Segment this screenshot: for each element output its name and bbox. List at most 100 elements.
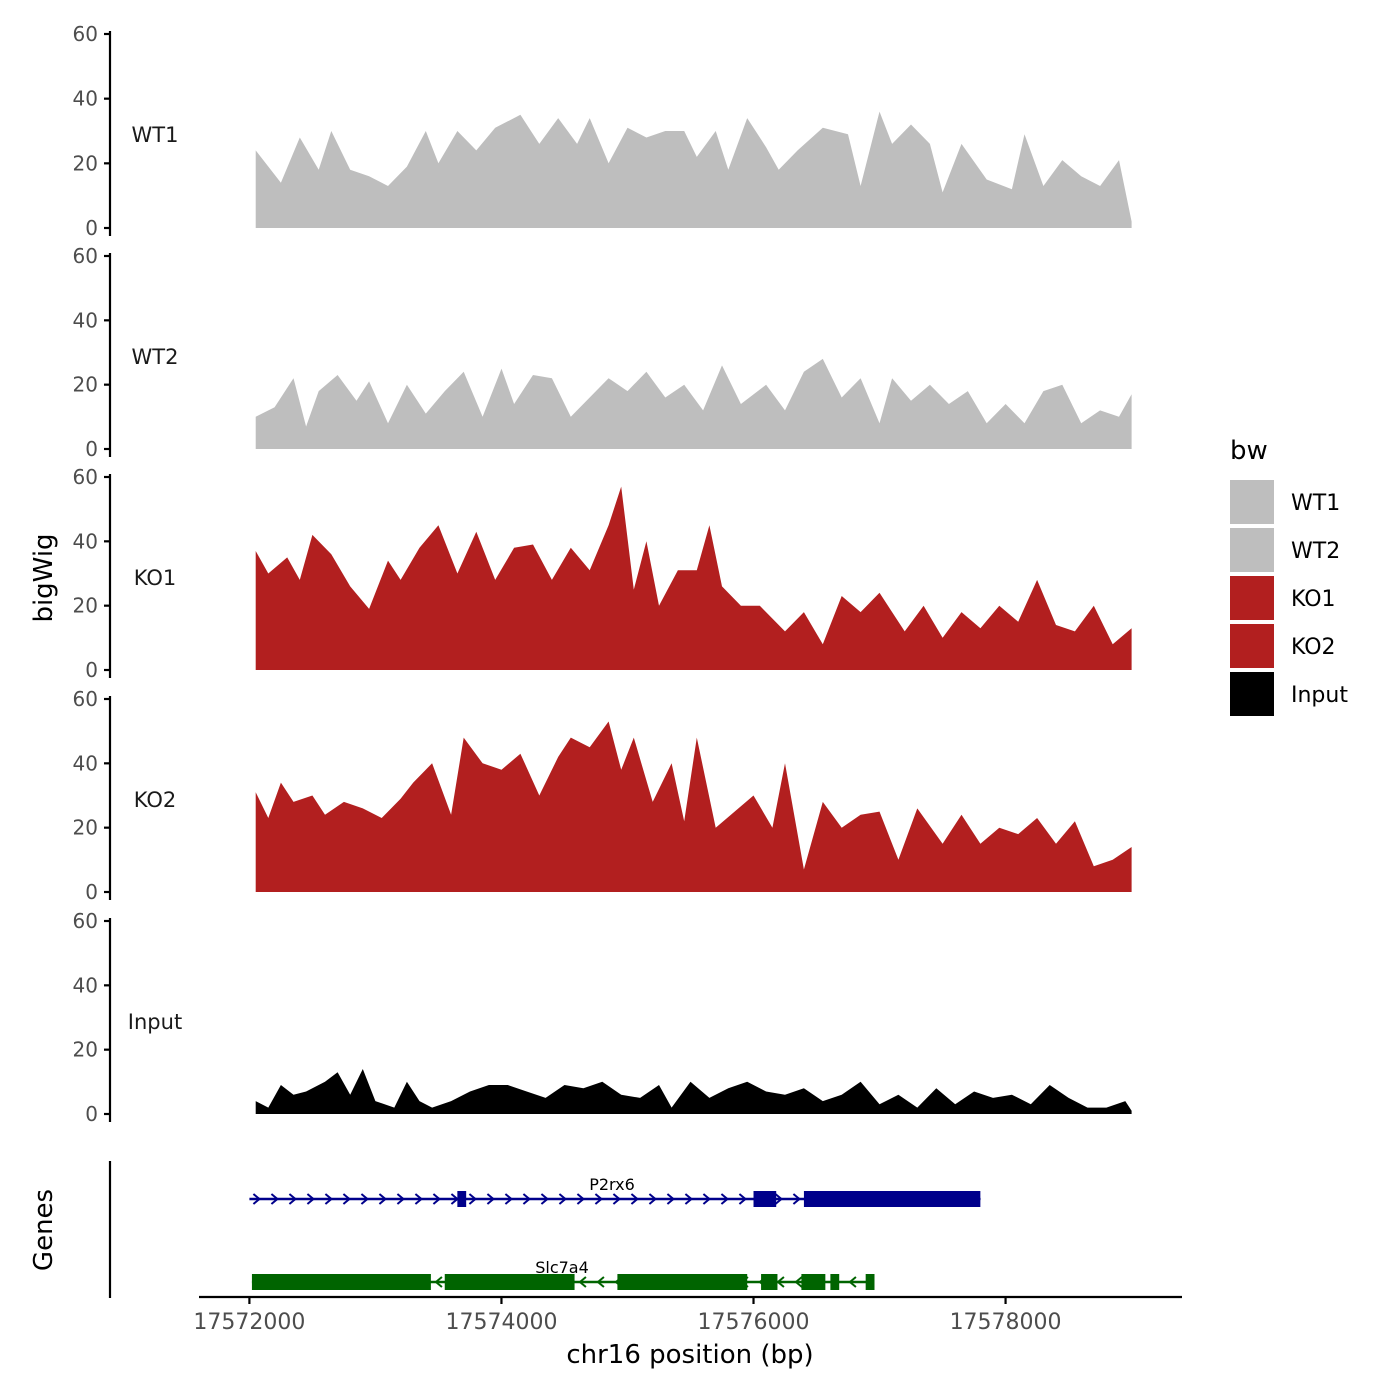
track-label: WT2 <box>132 345 179 369</box>
gene-track: P2rx6 Slc7a4 <box>108 1161 981 1298</box>
strand-chevron <box>848 1276 857 1288</box>
x-tick-label: 17576000 <box>698 1310 810 1335</box>
strand-chevron <box>434 1276 443 1288</box>
track-label: KO1 <box>134 566 177 590</box>
bigwig-tracks: 0 20 40 60 WT1 0 20 40 60 WT2 0 20 40 60 KO1 0 20 40 60 KO2… <box>73 22 1132 1126</box>
y-tick-label: 40 <box>73 308 98 332</box>
y-tick-label: 20 <box>73 373 98 397</box>
track-ko1: 0 20 40 60 KO1 <box>73 465 1132 682</box>
exon-block <box>803 1191 981 1207</box>
legend-swatch <box>1230 480 1274 524</box>
y-tick-label: 40 <box>73 529 98 553</box>
track-label: WT1 <box>132 123 179 147</box>
strand-chevron <box>776 1276 785 1288</box>
legend-label: WT2 <box>1291 539 1340 564</box>
strand-chevron <box>270 1193 279 1205</box>
strand-chevron <box>702 1193 711 1205</box>
strand-chevron <box>578 1276 587 1288</box>
y-tick-label: 20 <box>73 816 98 840</box>
gene-p2rx6: P2rx6 <box>249 1175 981 1207</box>
gene-slc7a4: Slc7a4 <box>251 1258 875 1290</box>
gene-label: P2rx6 <box>589 1175 635 1194</box>
coverage-area-ko2 <box>255 721 1132 892</box>
y-axis-title: bigWig <box>29 533 59 622</box>
exon-block <box>457 1191 467 1207</box>
strand-chevron <box>792 1193 801 1205</box>
strand-chevron <box>414 1193 423 1205</box>
legend-label: KO1 <box>1291 587 1336 612</box>
strand-chevron <box>648 1193 657 1205</box>
strand-chevron <box>486 1193 495 1205</box>
y-tick-label: 40 <box>73 751 98 775</box>
strand-chevron <box>522 1193 531 1205</box>
exon-block <box>830 1274 840 1290</box>
x-tick-label: 17572000 <box>193 1310 305 1335</box>
track-wt1: 0 20 40 60 WT1 <box>73 22 1132 240</box>
exon-block <box>617 1274 748 1290</box>
strand-chevron <box>342 1193 351 1205</box>
strand-chevron <box>684 1193 693 1205</box>
legend-swatch <box>1230 576 1274 620</box>
legend: bw WT1 WT2 KO1 KO2 Input <box>1230 436 1348 716</box>
y-tick-label: 20 <box>73 151 98 175</box>
legend-swatch <box>1230 624 1274 668</box>
legend-entry-ko1: KO1 <box>1230 576 1336 620</box>
strand-chevron <box>612 1193 621 1205</box>
y-tick-label: 0 <box>85 1102 98 1126</box>
legend-entry-wt2: WT2 <box>1230 528 1340 572</box>
legend-entry-wt1: WT1 <box>1230 480 1340 524</box>
legend-swatch <box>1230 672 1274 716</box>
track-label: KO2 <box>134 788 177 812</box>
legend-label: WT1 <box>1291 491 1340 516</box>
legend-title: bw <box>1230 436 1268 466</box>
exon-block <box>865 1274 875 1290</box>
strand-chevron <box>468 1193 477 1205</box>
strand-chevron <box>432 1193 441 1205</box>
y-tick-label: 60 <box>73 244 98 268</box>
x-tick-label: 17578000 <box>950 1310 1062 1335</box>
legend-entry-ko2: KO2 <box>1230 624 1336 668</box>
x-axis-title: chr16 position (bp) <box>566 1340 813 1370</box>
legend-swatch <box>1230 528 1274 572</box>
strand-chevron <box>738 1193 747 1205</box>
y-tick-label: 40 <box>73 87 98 111</box>
exon-block <box>251 1274 431 1290</box>
y-tick-label: 60 <box>73 687 98 711</box>
y-tick-label: 20 <box>73 1038 98 1062</box>
y-tick-label: 20 <box>73 594 98 618</box>
strand-chevron <box>252 1193 261 1205</box>
track-ko2: 0 20 40 60 KO2 <box>73 687 1132 904</box>
legend-label: Input <box>1291 683 1348 708</box>
x-axis: 17572000 17574000 17576000 17578000 <box>193 1295 1182 1335</box>
strand-chevron <box>288 1193 297 1205</box>
y-tick-label: 0 <box>85 880 98 904</box>
strand-chevron <box>666 1193 675 1205</box>
coverage-area-ko1 <box>255 486 1132 670</box>
track-label: Input <box>128 1010 182 1034</box>
strand-chevron <box>594 1193 603 1205</box>
exon-block <box>761 1274 778 1290</box>
track-input: 0 20 40 60 Input <box>73 909 1132 1126</box>
legend-entry-input: Input <box>1230 672 1348 716</box>
x-tick-label: 17574000 <box>445 1310 557 1335</box>
coverage-area-wt1 <box>255 111 1132 228</box>
strand-chevron <box>774 1193 783 1205</box>
strand-chevron <box>378 1193 387 1205</box>
exon-block <box>801 1274 826 1290</box>
strand-chevron <box>360 1193 369 1205</box>
strand-chevron <box>306 1193 315 1205</box>
strand-chevron <box>396 1193 405 1205</box>
legend-label: KO2 <box>1291 635 1336 660</box>
y-tick-label: 0 <box>85 216 98 240</box>
y-tick-label: 60 <box>73 22 98 46</box>
y-tick-label: 60 <box>73 465 98 489</box>
coverage-area-input <box>255 1069 1132 1114</box>
exon-block <box>444 1274 575 1290</box>
strand-chevron <box>324 1193 333 1205</box>
strand-chevron <box>558 1193 567 1205</box>
coverage-area-wt2 <box>255 358 1132 449</box>
strand-chevron <box>720 1193 729 1205</box>
y-tick-label: 40 <box>73 973 98 997</box>
strand-chevron <box>630 1193 639 1205</box>
